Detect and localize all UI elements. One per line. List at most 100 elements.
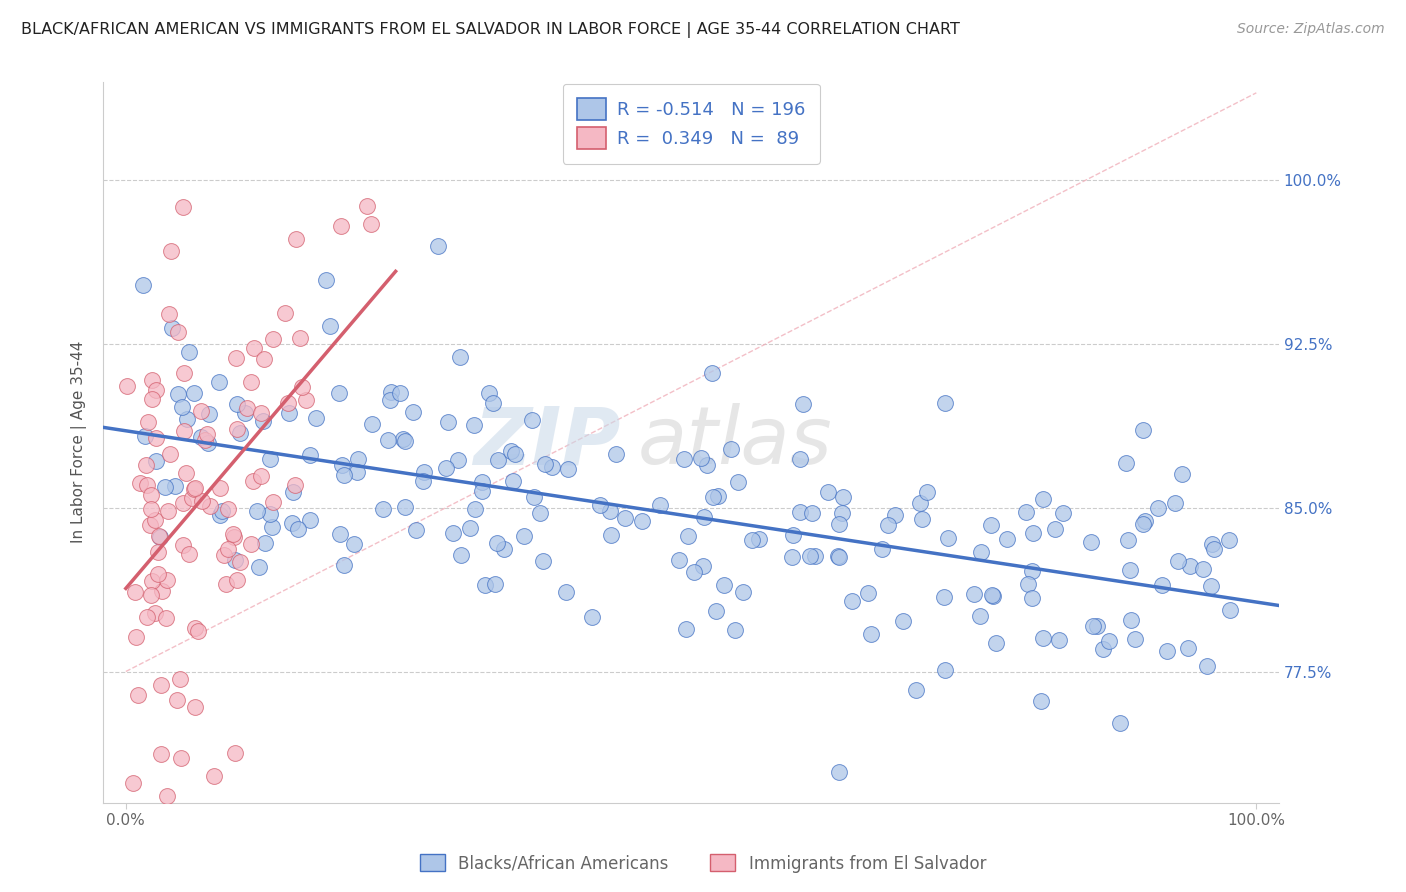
- Point: [217, 502, 239, 516]
- Point: [910, 496, 932, 510]
- Point: [831, 506, 853, 520]
- Point: [980, 518, 1002, 533]
- Point: [389, 385, 412, 400]
- Point: [1022, 525, 1045, 540]
- Point: [713, 578, 735, 592]
- Point: [226, 421, 249, 435]
- Point: [139, 518, 162, 533]
- Point: [969, 609, 991, 624]
- Point: [668, 553, 690, 567]
- Point: [172, 539, 194, 553]
- Point: [501, 444, 523, 458]
- Point: [127, 688, 149, 702]
- Point: [841, 594, 863, 608]
- Point: [141, 488, 163, 502]
- Point: [253, 352, 276, 367]
- Point: [523, 490, 546, 504]
- Legend: Blacks/African Americans, Immigrants from El Salvador: Blacks/African Americans, Immigrants fro…: [413, 847, 993, 880]
- Point: [827, 516, 849, 531]
- Point: [198, 407, 221, 421]
- Point: [250, 469, 273, 483]
- Point: [1015, 505, 1038, 519]
- Point: [252, 414, 274, 428]
- Point: [217, 541, 239, 556]
- Point: [828, 549, 851, 564]
- Point: [277, 396, 299, 410]
- Point: [858, 586, 880, 600]
- Point: [1177, 641, 1199, 656]
- Point: [259, 507, 281, 521]
- Point: [160, 321, 183, 335]
- Point: [378, 392, 401, 407]
- Point: [1133, 514, 1156, 528]
- Point: [1171, 467, 1194, 481]
- Point: [817, 484, 839, 499]
- Point: [184, 481, 207, 495]
- Point: [184, 621, 207, 635]
- Point: [197, 436, 219, 450]
- Point: [165, 479, 187, 493]
- Point: [226, 574, 249, 588]
- Point: [486, 453, 509, 467]
- Text: atlas: atlas: [638, 403, 832, 481]
- Point: [934, 663, 956, 677]
- Point: [291, 380, 314, 394]
- Y-axis label: In Labor Force | Age 35-44: In Labor Force | Age 35-44: [72, 341, 87, 543]
- Point: [141, 392, 163, 406]
- Point: [503, 447, 526, 461]
- Point: [124, 585, 146, 599]
- Point: [143, 513, 166, 527]
- Legend: R = -0.514   N = 196, R =  0.349   N =  89: R = -0.514 N = 196, R = 0.349 N = 89: [562, 84, 820, 164]
- Point: [471, 475, 494, 490]
- Point: [970, 545, 993, 559]
- Point: [1201, 536, 1223, 550]
- Point: [249, 407, 271, 421]
- Point: [135, 609, 157, 624]
- Point: [1201, 579, 1223, 593]
- Point: [581, 610, 603, 624]
- Point: [675, 622, 697, 636]
- Point: [380, 385, 402, 400]
- Point: [557, 462, 579, 476]
- Point: [704, 604, 727, 618]
- Point: [298, 448, 321, 462]
- Point: [141, 373, 163, 387]
- Point: [720, 442, 742, 456]
- Point: [159, 244, 181, 258]
- Point: [412, 475, 434, 489]
- Point: [190, 430, 212, 444]
- Point: [449, 350, 471, 364]
- Point: [522, 413, 544, 427]
- Point: [828, 765, 851, 780]
- Point: [167, 325, 190, 339]
- Point: [155, 480, 177, 494]
- Point: [910, 511, 932, 525]
- Point: [211, 504, 233, 518]
- Point: [780, 550, 803, 565]
- Point: [860, 627, 883, 641]
- Text: ZIP: ZIP: [474, 403, 620, 481]
- Point: [194, 433, 217, 447]
- Point: [143, 606, 166, 620]
- Point: [262, 332, 284, 346]
- Point: [319, 318, 342, 333]
- Point: [1083, 619, 1105, 633]
- Point: [283, 485, 305, 500]
- Point: [330, 458, 353, 472]
- Point: [150, 678, 173, 692]
- Point: [513, 529, 536, 543]
- Point: [1167, 553, 1189, 567]
- Point: [195, 427, 218, 442]
- Point: [1115, 456, 1137, 470]
- Point: [229, 426, 252, 441]
- Point: [801, 506, 824, 520]
- Point: [741, 533, 763, 548]
- Point: [172, 400, 194, 414]
- Point: [172, 200, 194, 214]
- Point: [1132, 516, 1154, 531]
- Point: [170, 751, 193, 765]
- Point: [1052, 506, 1074, 520]
- Point: [274, 306, 297, 320]
- Point: [884, 508, 907, 522]
- Point: [827, 549, 849, 563]
